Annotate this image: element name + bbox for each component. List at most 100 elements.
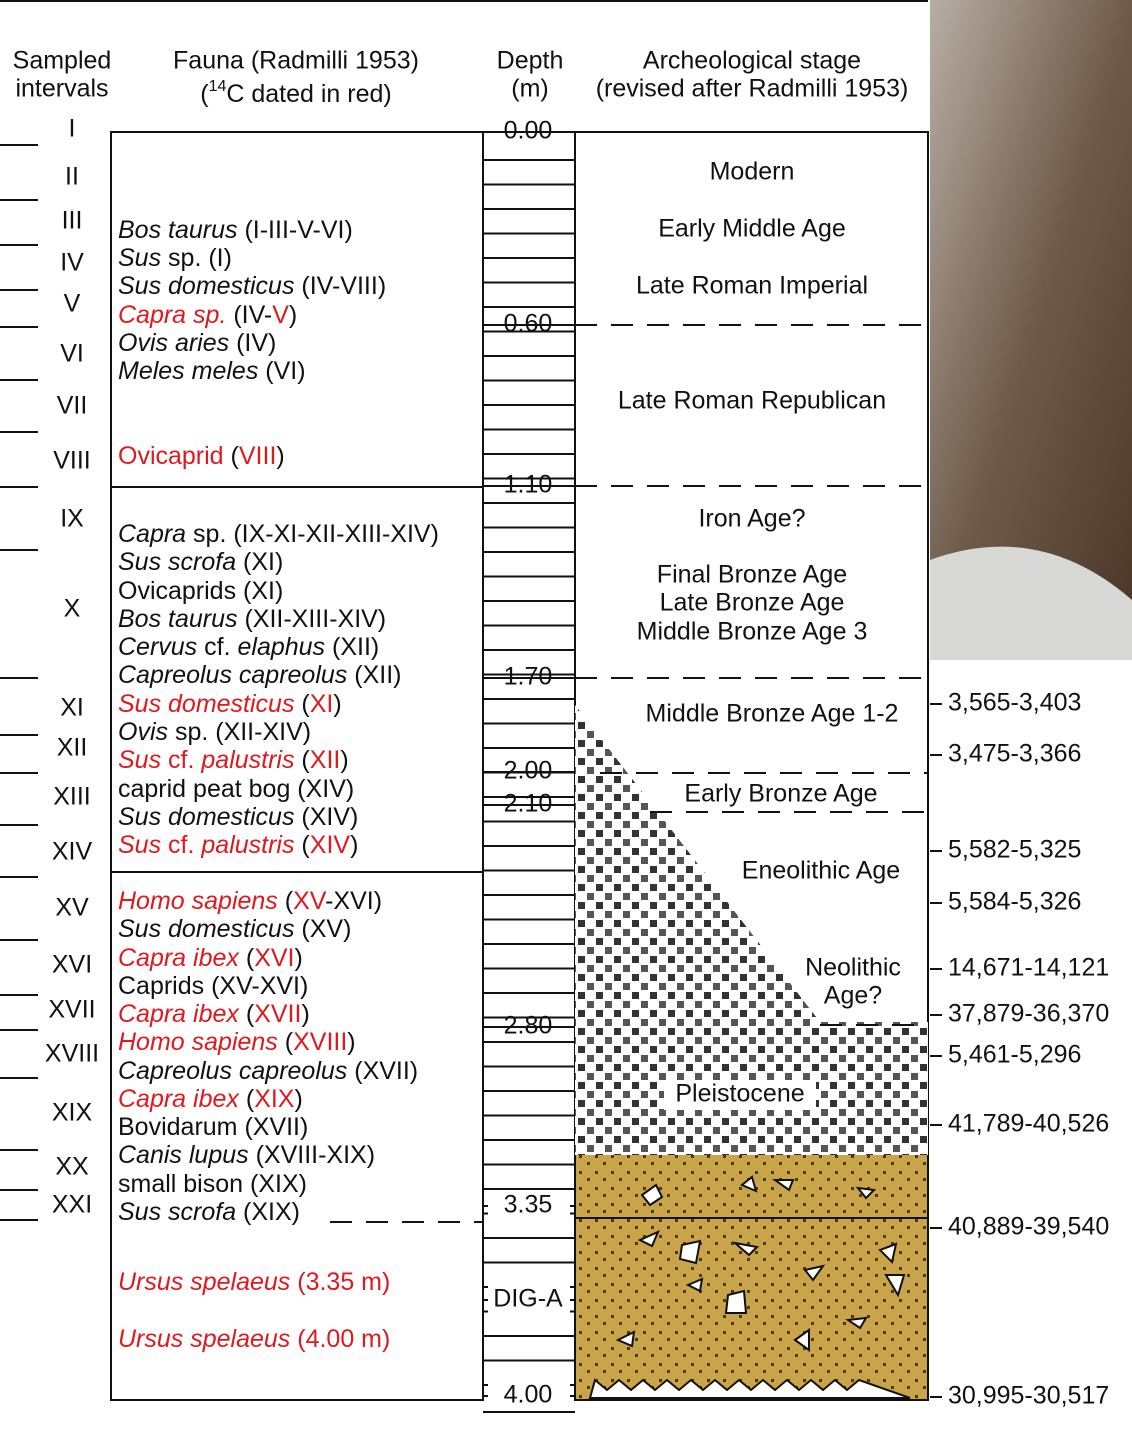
date-label: 30,995-30,517	[948, 1382, 1109, 1410]
fauna-part: Capra	[118, 520, 186, 548]
fauna-entry: Capreolus capreolus (XII)	[118, 661, 401, 689]
fauna-part: XVI	[254, 944, 294, 972]
fauna-part: Cervus	[118, 633, 197, 661]
fauna-part: Canis lupus	[118, 1141, 249, 1169]
fauna-part: )	[340, 746, 348, 774]
fauna-part: (	[224, 442, 240, 470]
fauna-part: XIX	[254, 1085, 295, 1113]
fauna-part: Caprids (XV-XVI)	[118, 972, 308, 1000]
fauna-part: Capreolus capreolus	[118, 661, 347, 689]
interval-label: VII	[57, 392, 88, 420]
date-label: 37,879-36,370	[948, 1000, 1109, 1028]
fauna-part: (XVIII-XIX)	[249, 1141, 375, 1169]
fauna-entry: Homo sapiens (XVIII)	[118, 1028, 356, 1056]
fauna-part: )	[276, 442, 284, 470]
depth-label: 1.70	[504, 663, 553, 691]
frame	[0, 0, 1132, 1401]
stage-label: Eneolithic Age	[742, 857, 900, 885]
fauna-entry: Sus domesticus (XV)	[118, 915, 351, 943]
fauna-part: Sus domesticus	[118, 803, 294, 831]
fauna-part: (	[278, 887, 294, 915]
depth-label: 1.10	[504, 471, 553, 499]
fauna-part: Capra ibex	[118, 1000, 240, 1028]
fauna-entry: Sus domesticus (XI)	[118, 690, 342, 718]
fauna-entry: Capra ibex (XVII)	[118, 1000, 310, 1028]
fauna-entry: Capreolus capreolus (XVII)	[118, 1057, 418, 1085]
fauna-entry: Capra sp. (IX-XI-XII-XIII-XIV)	[118, 520, 439, 548]
stage-label: Age?	[824, 982, 882, 1010]
fauna-part: XIV	[310, 831, 351, 859]
depth-label-bg	[488, 1192, 570, 1220]
fauna-part: )	[301, 1000, 309, 1028]
date-label: 5,582-5,325	[948, 836, 1081, 864]
interval-label: XXI	[52, 1191, 92, 1219]
fauna-part: )	[294, 944, 302, 972]
fauna-part: (4.00 m)	[290, 1325, 390, 1353]
stage-label: Middle Bronze Age 1-2	[646, 700, 899, 728]
fauna-part: V	[272, 301, 289, 329]
header-text: (14C dated in red)	[200, 78, 392, 107]
stage-label: Pleistocene	[675, 1080, 804, 1108]
fauna-part: Sus domesticus	[118, 272, 294, 300]
fauna-part: XII	[310, 746, 341, 774]
fauna-entry: Homo sapiens (XV-XVI)	[118, 887, 382, 915]
depth-label: 2.10	[504, 790, 553, 818]
header-text: (m)	[511, 75, 548, 103]
fauna-part: (IV-	[226, 301, 272, 329]
fauna-part: XVII	[254, 1000, 301, 1028]
fauna-entry: Sus cf. palustris (XIV)	[118, 831, 358, 859]
fauna-part: (	[239, 944, 255, 972]
interval-label: V	[64, 290, 81, 318]
fauna-entry: Cervus cf. elaphus (XII)	[118, 633, 379, 661]
fauna-part: (IV-VIII)	[294, 272, 386, 300]
fauna-entry: caprid peat bog (XIV)	[118, 775, 354, 803]
depth-label: 0.60	[504, 310, 553, 338]
stage-label: Middle Bronze Age 3	[637, 618, 868, 646]
fauna-part: Capra sp.	[118, 301, 226, 329]
stage-label: Late Bronze Age	[660, 589, 845, 617]
interval-label: IX	[60, 505, 84, 533]
fauna-part: Ovis aries	[118, 329, 229, 357]
fauna-part: Sus scrofa	[118, 548, 236, 576]
fauna-entry: Sus domesticus (XIV)	[118, 803, 358, 831]
fauna-part: Bos taurus	[118, 605, 238, 633]
fauna-part: )	[294, 1085, 302, 1113]
date-label: 40,889-39,540	[948, 1213, 1109, 1241]
fauna-part: (XII)	[325, 633, 379, 661]
interval-label: XIX	[52, 1099, 93, 1127]
fauna-part: (XV)	[294, 915, 351, 943]
fauna-entry: Ovis sp. (XII-XIV)	[118, 718, 311, 746]
fauna-part: Capreolus capreolus	[118, 1057, 347, 1085]
date-label: 5,584-5,326	[948, 888, 1081, 916]
fauna-entry: Ovicaprids (XI)	[118, 577, 283, 605]
stage-label: Late Roman Republican	[618, 387, 886, 415]
fauna-part: (XVII)	[347, 1057, 418, 1085]
fauna-part: cf.	[161, 831, 201, 859]
stage-label: Iron Age?	[698, 505, 805, 533]
interval-label: XVIII	[45, 1040, 99, 1068]
interval-label: XVI	[52, 951, 92, 979]
fauna-part: (	[278, 1028, 294, 1056]
date-label: 41,789-40,526	[948, 1110, 1109, 1138]
interval-label: X	[64, 595, 81, 623]
fauna-part: XV	[293, 887, 327, 915]
header-part: 14	[209, 78, 227, 95]
header-text: Fauna (Radmilli 1953)	[173, 47, 419, 75]
fauna-part: (	[239, 1000, 255, 1028]
depth-label-bg	[488, 1382, 570, 1410]
header-text: intervals	[15, 75, 108, 103]
fauna-part: Ovis	[118, 718, 168, 746]
depth-label: 3.35	[504, 1191, 553, 1219]
fauna-part: Ursus spelaeus	[118, 1325, 290, 1353]
interval-label: XI	[60, 694, 84, 722]
fauna-entry: Ovis aries (IV)	[118, 329, 276, 357]
fauna-part: -XVI)	[325, 887, 382, 915]
fauna-part: (	[294, 831, 310, 859]
fauna-part: )	[333, 690, 341, 718]
depth-label: 4.00	[504, 1381, 553, 1409]
fauna-part: Ovicaprids (XI)	[118, 577, 283, 605]
fauna-part: Ursus spelaeus	[118, 1268, 290, 1296]
fauna-part: (XII-XIII-XIV)	[238, 605, 387, 633]
date-label: 3,565-3,403	[948, 689, 1081, 717]
